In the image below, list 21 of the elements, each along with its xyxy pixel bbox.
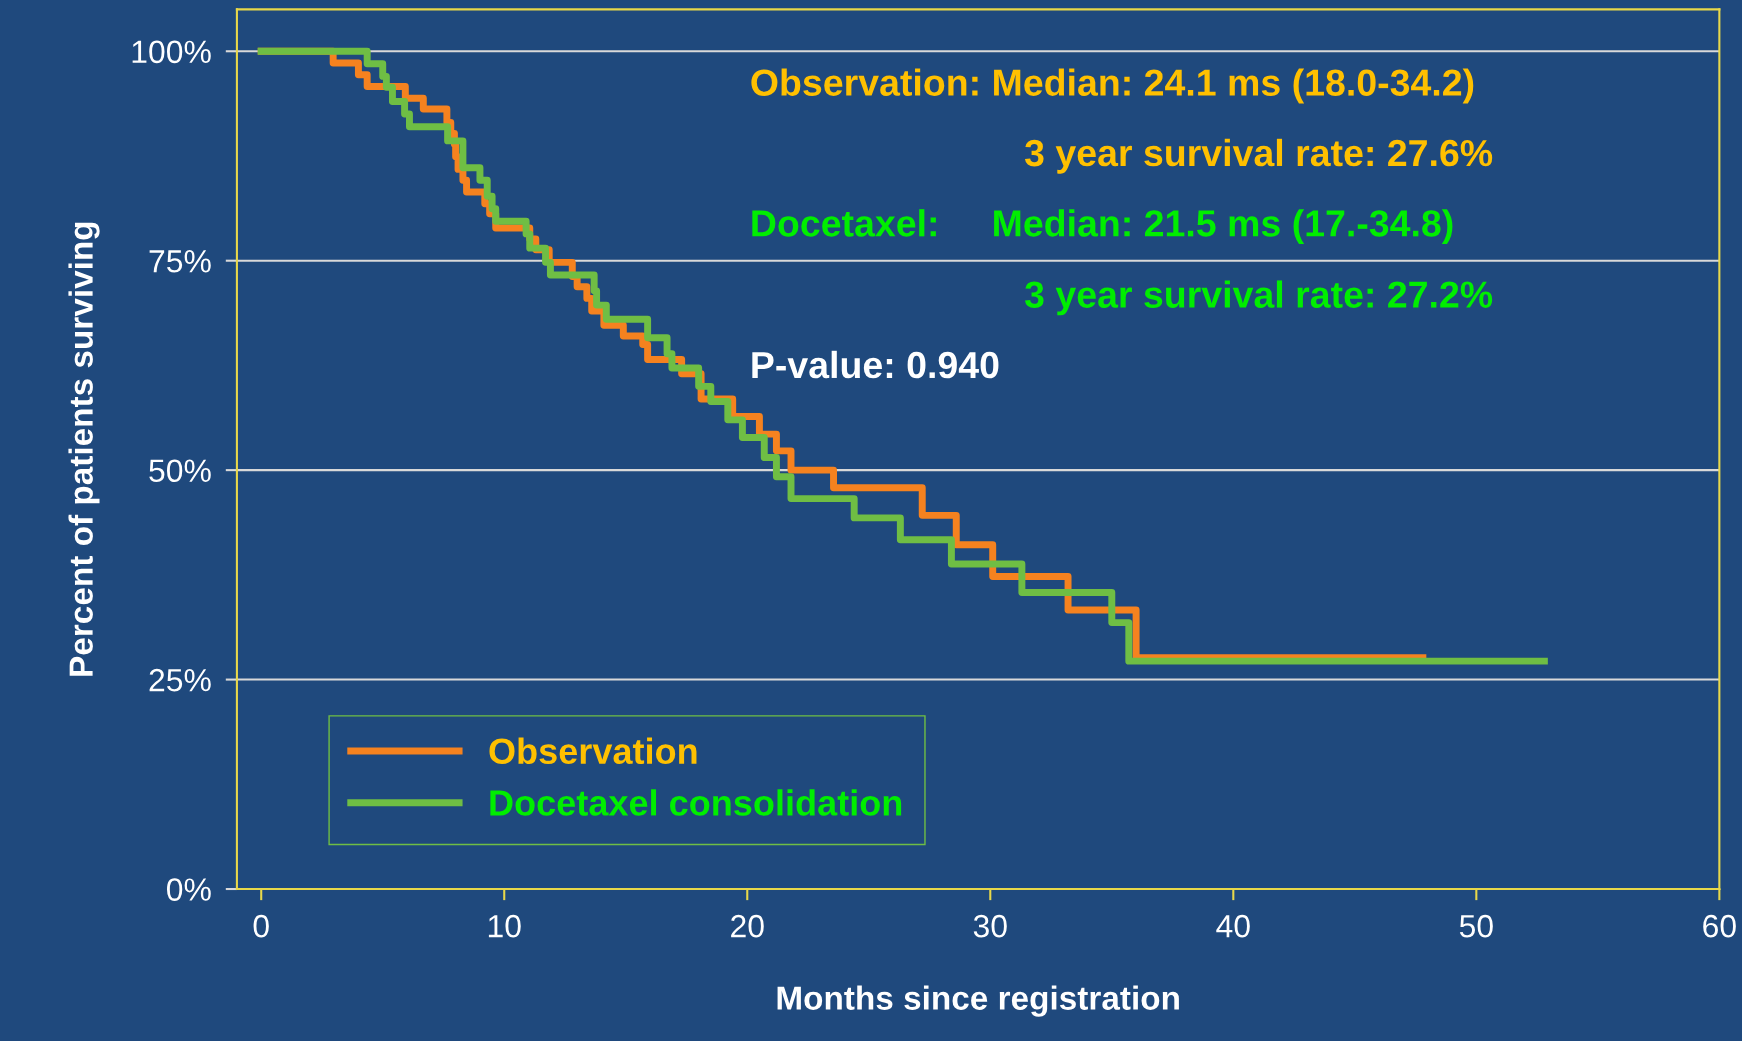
y-tick-label: 25% bbox=[149, 668, 211, 692]
x-tick-label: 30 bbox=[973, 914, 1007, 938]
annotation: 3 year survival rate: 27.6% bbox=[1024, 138, 1493, 174]
x-tick-label: 40 bbox=[1216, 914, 1250, 938]
y-tick-label: 75% bbox=[149, 250, 211, 273]
y-axis-title: Percent of patients surviving bbox=[68, 222, 100, 676]
legend-label: Observation bbox=[489, 737, 697, 765]
annotation: Docetaxel: Median: 21.5 ms (17.-34.8) bbox=[752, 209, 1453, 245]
y-tick-label: 0% bbox=[166, 878, 211, 901]
y-tick-label: 50% bbox=[149, 459, 211, 483]
y-tick-label: 100% bbox=[132, 40, 211, 64]
x-tick-label: 10 bbox=[488, 914, 521, 938]
x-tick-label: 50 bbox=[1459, 914, 1493, 938]
annotation: P-value: 0.940 bbox=[752, 350, 999, 379]
annotation: 3 year survival rate: 27.2% bbox=[1024, 280, 1493, 316]
x-axis-title: Months since registration bbox=[777, 985, 1179, 1017]
x-tick-label: 0 bbox=[253, 914, 269, 938]
x-tick-label: 20 bbox=[731, 914, 764, 938]
annotation: Observation: Median: 24.1 ms (18.0-34.2) bbox=[751, 68, 1474, 104]
legend-label: Docetaxel consolidation bbox=[490, 789, 902, 816]
x-tick-label: 60 bbox=[1703, 914, 1736, 938]
